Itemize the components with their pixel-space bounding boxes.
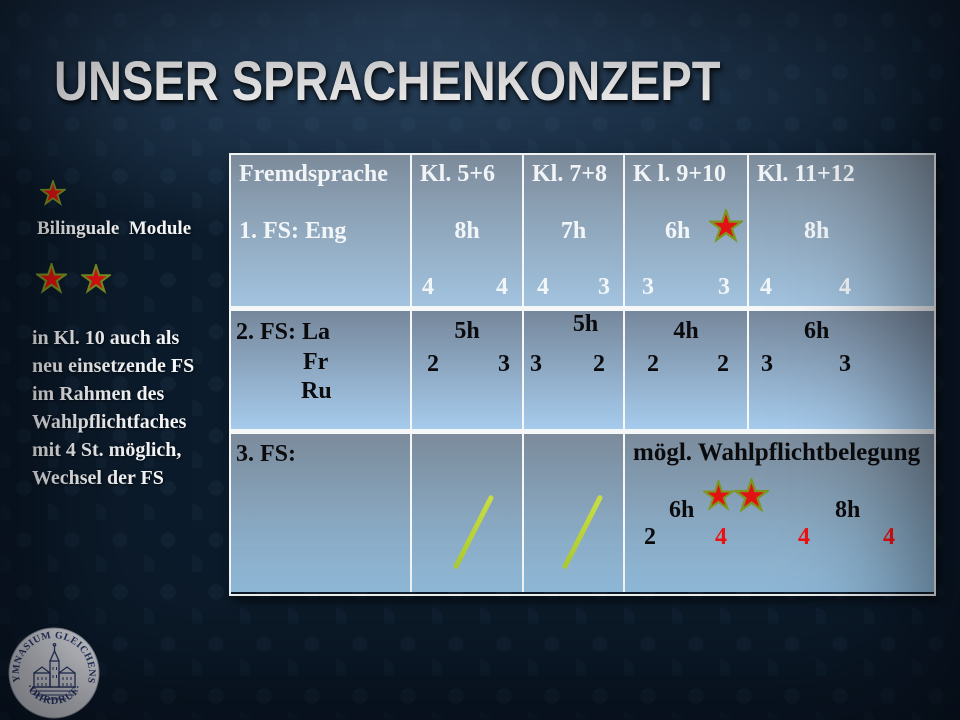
hours-value: 7h [560,218,587,244]
cell-kl7-8: Kl. 7+8 7h 4 3 [522,155,623,306]
hours-split-left: 3 [642,274,654,300]
hours-split-right: 3 [498,351,510,377]
column-header: Kl. 11+12 [757,161,855,187]
hours-value: 8h [835,497,861,523]
cell-kl11-12: Kl. 11+12 8h 4 4 [747,155,933,306]
wahlpflicht-title: mögl. Wahlpflichtbelegung [633,439,921,466]
hours-value: 6h [804,318,830,344]
language-ru: Ru [301,378,332,404]
cell-2fs-kl9-10: 4h 2 2 [623,311,747,429]
bilingual-modules-label: Bilinguale Module [37,218,192,239]
hours-value: 6h [669,497,695,523]
cell-2fs-kl5-6: 5h 2 3 [410,311,522,429]
first-fs-label: 1. FS: Eng [239,218,347,244]
cell-kl5-6: Kl. 5+6 8h 4 4 [410,155,522,306]
cell-3rd-fs: 3. FS: [231,434,410,592]
hours-value: 8h [804,218,830,244]
sidebar-note: in Kl. 10 auch als neu einsetzende FS im… [32,327,195,489]
table-row-1st-fs: Fremdsprache 1. FS: Eng Kl. 5+6 8h 4 4 K… [231,155,934,306]
cell-kl9-10: K l. 9+10 6h 3 3 [623,155,747,306]
star-icon [703,480,734,511]
language-fr: Fr [303,349,329,375]
row-header: Fremdsprache [239,161,388,187]
cell-3fs-kl5-6-empty [410,434,522,592]
cell-3fs-kl7-8-empty [522,434,623,592]
hours-split-red: 4 [715,524,727,550]
cell-wahlpflicht-merged: mögl. Wahlpflichtbelegung 6h 8h 2 4 4 4 [623,434,933,592]
hours-split-left: 2 [647,351,659,377]
star-icon [734,478,769,513]
hours-split-red: 4 [798,524,810,550]
table-row-3rd-fs: 3. FS: mögl. Wahlpflichtbelegung 6h 8h 2… [231,429,934,592]
hours-split-right: 3 [598,274,610,300]
hours-split-left: 2 [427,351,439,377]
hours-split-right: 4 [496,274,508,300]
hours-split-right: 2 [593,351,605,377]
star-icon [40,180,66,206]
school-logo-seal: GYMNASIUM GLEICHENSE ·OHRDRUF· [8,627,100,719]
table-row-2nd-fs: 2. FS: La Fr Ru 5h 2 3 5h 3 2 4h 2 2 6h [231,306,934,429]
star-icon [36,263,67,294]
slide-title: UNSER SPRACHENKONZEPT [54,49,721,112]
cell-2fs-kl11-12: 6h 3 3 [747,311,933,429]
hours-split-left: 3 [761,351,773,377]
hours-split-right: 2 [717,351,729,377]
castle-icon [30,642,78,700]
hours-split-right: 3 [718,274,730,300]
column-header: Kl. 5+6 [420,161,496,187]
second-fs-label: 2. FS: La [236,319,331,345]
cell-2nd-fs-languages: 2. FS: La Fr Ru [231,311,410,429]
hours-value: 6h [665,218,691,244]
cell-fremdsprache: Fremdsprache 1. FS: Eng [231,155,410,306]
hours-value: 5h [454,318,480,344]
star-icon [81,264,111,294]
hours-split: 2 [644,524,656,550]
hours-split-left: 3 [530,351,542,377]
hours-split-left: 4 [422,274,434,300]
hours-split-right: 3 [839,351,851,377]
third-fs-label: 3. FS: [236,441,296,467]
hours-split-left: 4 [537,274,549,300]
column-header: Kl. 7+8 [532,161,608,187]
hours-split-red: 4 [883,524,895,550]
hours-split-right: 4 [839,274,851,300]
star-icon [709,209,743,243]
language-concept-table: Fremdsprache 1. FS: Eng Kl. 5+6 8h 4 4 K… [229,153,936,596]
cell-2fs-kl7-8: 5h 3 2 [522,311,623,429]
hours-value: 5h [572,311,599,337]
hours-value: 4h [673,318,699,344]
column-header: K l. 9+10 [633,161,727,187]
hours-split-left: 4 [760,274,772,300]
hours-value: 8h [454,218,480,244]
seal-circle [8,627,100,719]
